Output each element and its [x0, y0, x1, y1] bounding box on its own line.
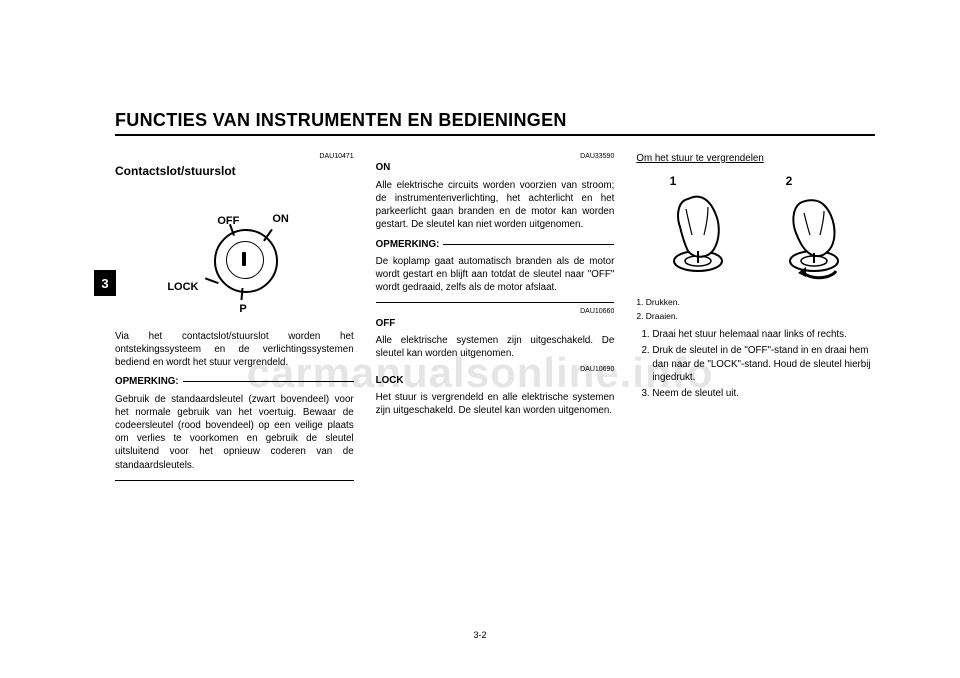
hand-press-icon	[658, 189, 738, 279]
note-label: OPMERKING:	[115, 375, 179, 388]
label-p: P	[239, 302, 246, 317]
rule-icon	[443, 244, 614, 245]
label-off: OFF	[217, 214, 239, 229]
step-item: Draai het stuur helemaal naar links of r…	[652, 328, 875, 341]
caption-2: 2. Draaien.	[636, 311, 875, 322]
note-body: De koplamp gaat automatisch branden als …	[376, 255, 615, 295]
note-header: OPMERKING:	[115, 375, 354, 388]
heading-off: OFF	[376, 317, 615, 330]
refcode: DAU10471	[115, 152, 354, 161]
caption-1: 1. Drukken.	[636, 297, 875, 308]
paragraph: Het stuur is vergrendeld en alle elektri…	[376, 391, 615, 417]
step-item: Neem de sleutel uit.	[652, 387, 875, 400]
lead-line: Om het stuur te vergrendelen	[636, 152, 875, 165]
rule-icon	[376, 302, 615, 303]
step-item: Druk de sleutel in de "OFF"-stand in en …	[652, 344, 875, 384]
steps-list: Draai het stuur helemaal naar links of r…	[636, 328, 875, 400]
column-1: DAU10471 Contactslot/stuurslot ON OFF LO…	[115, 148, 354, 481]
column-2: DAU33590 ON Alle elektrische circuits wo…	[376, 148, 615, 481]
rule-icon	[183, 381, 354, 382]
label-2: 2	[786, 173, 793, 189]
note-body: Gebruik de standaardsleutel (zwart boven…	[115, 393, 354, 472]
paragraph: Via het contactslot/stuurslot worden het…	[115, 330, 354, 370]
tick-icon	[205, 278, 219, 284]
note-header: OPMERKING:	[376, 238, 615, 251]
chapter-tab: 3	[94, 270, 116, 296]
section-header: FUNCTIES VAN INSTRUMENTEN EN BEDIENINGEN	[115, 110, 875, 136]
paragraph: Alle elektrische circuits worden voorzie…	[376, 179, 615, 232]
switch-ring-icon	[214, 229, 278, 293]
steering-lock-illustration: 1 2	[646, 171, 866, 291]
ignition-switch-illustration: ON OFF LOCK P	[159, 184, 309, 324]
label-1: 1	[670, 173, 677, 189]
manual-page: carmanualsonline.info FUNCTIES VAN INSTR…	[0, 0, 960, 678]
push-arrow-icon	[643, 212, 653, 240]
heading-on: ON	[376, 161, 615, 174]
column-3: Om het stuur te vergrendelen 1 2	[636, 148, 875, 481]
refcode: DAU10660	[376, 307, 615, 316]
rotate-arrow-icon	[796, 261, 842, 281]
key-slot-icon	[242, 252, 246, 266]
heading-contactslot: Contactslot/stuurslot	[115, 163, 354, 179]
heading-lock: LOCK	[376, 374, 615, 387]
page-number: 3-2	[473, 630, 486, 640]
content-columns: DAU10471 Contactslot/stuurslot ON OFF LO…	[115, 148, 875, 481]
refcode: DAU10690	[376, 365, 615, 374]
rule-icon	[115, 480, 354, 481]
label-lock: LOCK	[167, 280, 198, 295]
label-on: ON	[272, 212, 289, 227]
paragraph: Alle elektrische systemen zijn uitgescha…	[376, 334, 615, 360]
refcode: DAU33590	[376, 152, 615, 161]
note-label: OPMERKING:	[376, 238, 440, 251]
